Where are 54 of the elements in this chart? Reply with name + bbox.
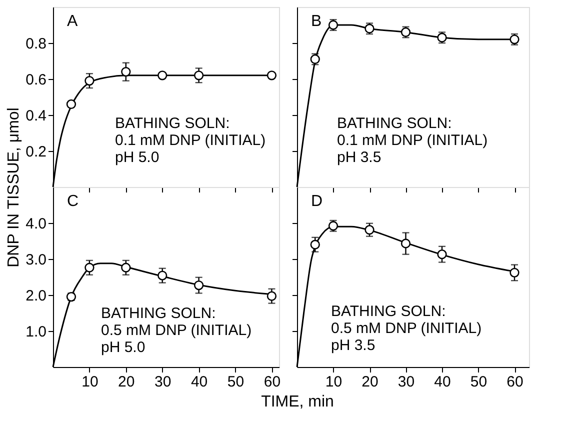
annotation: D	[311, 193, 323, 210]
annotation: A	[67, 13, 78, 30]
x-tick-label: 60	[264, 374, 281, 390]
y-axis-title: DNP IN TISSUE, μmol	[6, 108, 23, 268]
annotation: B	[311, 13, 322, 30]
annotation: 0.5 mM DNP (INITIAL)	[101, 322, 252, 339]
annotation: pH 3.5	[331, 337, 376, 354]
x-tick-label: 10	[325, 374, 342, 390]
y-tick-label: 4.0	[26, 216, 46, 232]
point	[266, 291, 277, 301]
point	[194, 280, 204, 290]
annotation: pH 5.0	[101, 339, 146, 356]
annotation: BATHING SOLN:	[331, 303, 446, 320]
annotation: BATHING SOLN:	[101, 305, 216, 322]
annotation: BATHING SOLN:	[115, 115, 230, 132]
point	[437, 249, 447, 260]
annotation: 0.1 mM DNP (INITIAL)	[115, 132, 266, 149]
point	[510, 268, 520, 278]
x-tick-label: 20	[118, 374, 135, 390]
y-tick-label: 0.8	[26, 36, 46, 52]
point	[364, 225, 374, 235]
y-tick-label: 0.2	[26, 144, 46, 160]
point	[310, 240, 320, 250]
x-tick-label: 10	[82, 374, 98, 390]
x-tick-label: 20	[362, 374, 378, 390]
annotation: C	[67, 193, 79, 210]
y-tick-label: 2.0	[26, 288, 46, 304]
point	[121, 262, 131, 272]
annotation: 0.1 mM DNP (INITIAL)	[337, 132, 488, 149]
x-tick-label: 50	[470, 374, 488, 390]
annotation: 0.5 mM DNP (INITIAL)	[331, 320, 482, 337]
y-tick-label: 0.6	[26, 72, 46, 88]
x-tick-label: 30	[398, 374, 415, 390]
point	[66, 99, 76, 110]
x-tick-label: 40	[434, 374, 451, 390]
y-tick-label: 3.0	[26, 252, 46, 268]
x-tick-label: 30	[154, 374, 172, 390]
annotation: BATHING SOLN:	[337, 115, 452, 132]
x-tick-label: 60	[506, 374, 524, 390]
y-tick-label: 1.0	[26, 324, 46, 340]
point	[194, 70, 204, 80]
point	[121, 66, 131, 77]
x-tick-label: 40	[190, 374, 208, 390]
y-tick-label: 0.4	[26, 108, 46, 124]
point	[158, 70, 168, 80]
point	[266, 70, 277, 80]
annotation: pH 3.5	[337, 149, 382, 166]
point	[84, 76, 94, 86]
point	[158, 270, 168, 280]
x-tick-label: 50	[227, 374, 244, 390]
x-axis-title: TIME, min	[261, 394, 334, 410]
point	[84, 262, 94, 272]
point	[400, 238, 411, 248]
annotation: pH 5.0	[115, 149, 160, 166]
